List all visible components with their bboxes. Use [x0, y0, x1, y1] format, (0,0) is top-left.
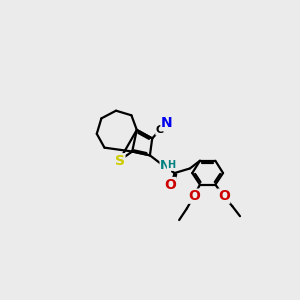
Text: C: C	[156, 125, 164, 135]
Text: O: O	[164, 178, 176, 192]
Text: N: N	[161, 116, 173, 130]
Text: H: H	[167, 160, 175, 170]
Text: O: O	[188, 189, 200, 203]
Text: N: N	[160, 159, 170, 172]
Text: S: S	[115, 154, 125, 168]
Text: O: O	[218, 189, 230, 203]
